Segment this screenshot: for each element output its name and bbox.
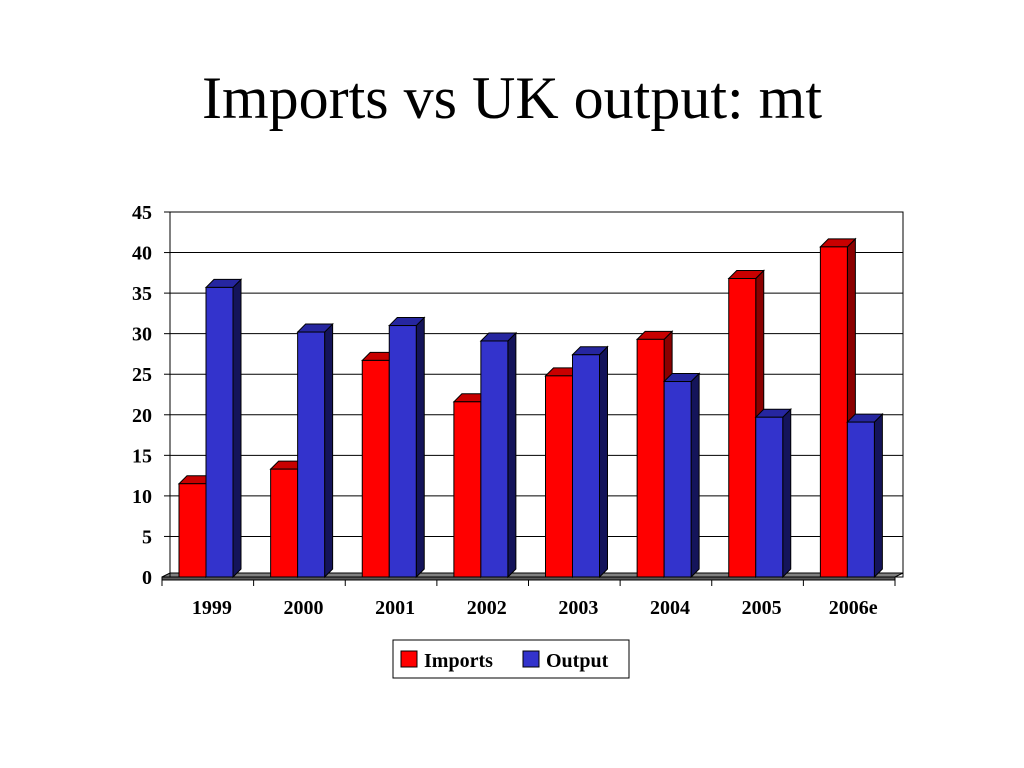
bar-output-2000	[297, 331, 326, 578]
x-tick-label: 2006e	[829, 597, 878, 619]
y-tick-label: 45	[132, 202, 152, 224]
y-tick-label: 35	[132, 283, 152, 305]
bar-side	[415, 316, 425, 579]
y-tick-label: 0	[142, 567, 152, 589]
bars	[177, 237, 884, 579]
y-tick-label: 5	[142, 526, 152, 548]
x-tick-label: 2000	[283, 597, 323, 619]
legend-swatch-output[interactable]	[522, 650, 540, 668]
bar-imports-2005	[728, 278, 757, 578]
bar-imports-2004	[636, 338, 665, 578]
bar-output-2003	[572, 354, 600, 578]
bar-side	[690, 372, 700, 579]
x-tick-label: 2003	[558, 597, 598, 619]
y-tick-label: 15	[132, 445, 152, 467]
bar-side	[873, 412, 883, 579]
bar-side	[782, 408, 792, 579]
bar-side	[507, 331, 517, 579]
y-tick-label: 25	[132, 364, 152, 386]
y-tick-label: 40	[132, 243, 152, 265]
legend-box	[392, 639, 630, 679]
legend-swatch-imports[interactable]	[400, 650, 418, 668]
bar-imports-2000	[270, 468, 299, 578]
x-tick-label: 2004	[650, 597, 690, 619]
bar-side	[324, 322, 334, 579]
x-tick-label: 2002	[467, 597, 507, 619]
y-tick-label: 30	[132, 324, 152, 346]
y-tick-label: 10	[132, 486, 152, 508]
bar-imports-1999	[178, 483, 207, 578]
bar-imports-2002	[453, 401, 482, 578]
bar-side	[232, 278, 242, 579]
x-tick-label: 2001	[375, 597, 415, 619]
bar-output-2002	[480, 340, 509, 578]
bar-output-2005	[755, 416, 784, 578]
x-tick-label: 1999	[192, 597, 232, 619]
bar-output-2004	[663, 381, 692, 578]
x-tick-label: 2005	[742, 597, 782, 619]
bar-output-2006e	[846, 421, 875, 578]
bar-output-2001	[388, 325, 417, 578]
bar-imports-2003	[545, 375, 573, 578]
legend-label-imports[interactable]: Imports	[424, 650, 493, 672]
slide-title: Imports vs UK output: mt	[201, 65, 822, 131]
legend[interactable]: Imports Output	[392, 639, 630, 679]
bar-imports-2001	[361, 359, 390, 578]
y-tick-label: 20	[132, 405, 152, 427]
bar-imports-2006e	[819, 246, 848, 578]
x-axis: 1999 2000 2001 2002 2003 2004 2005 2006e	[161, 580, 896, 619]
bar-side	[599, 345, 608, 579]
legend-label-output[interactable]: Output	[546, 650, 609, 672]
y-axis: 0 5 10 15 20 25 30 35 40 45	[132, 202, 171, 589]
bar-output-1999	[205, 286, 234, 578]
